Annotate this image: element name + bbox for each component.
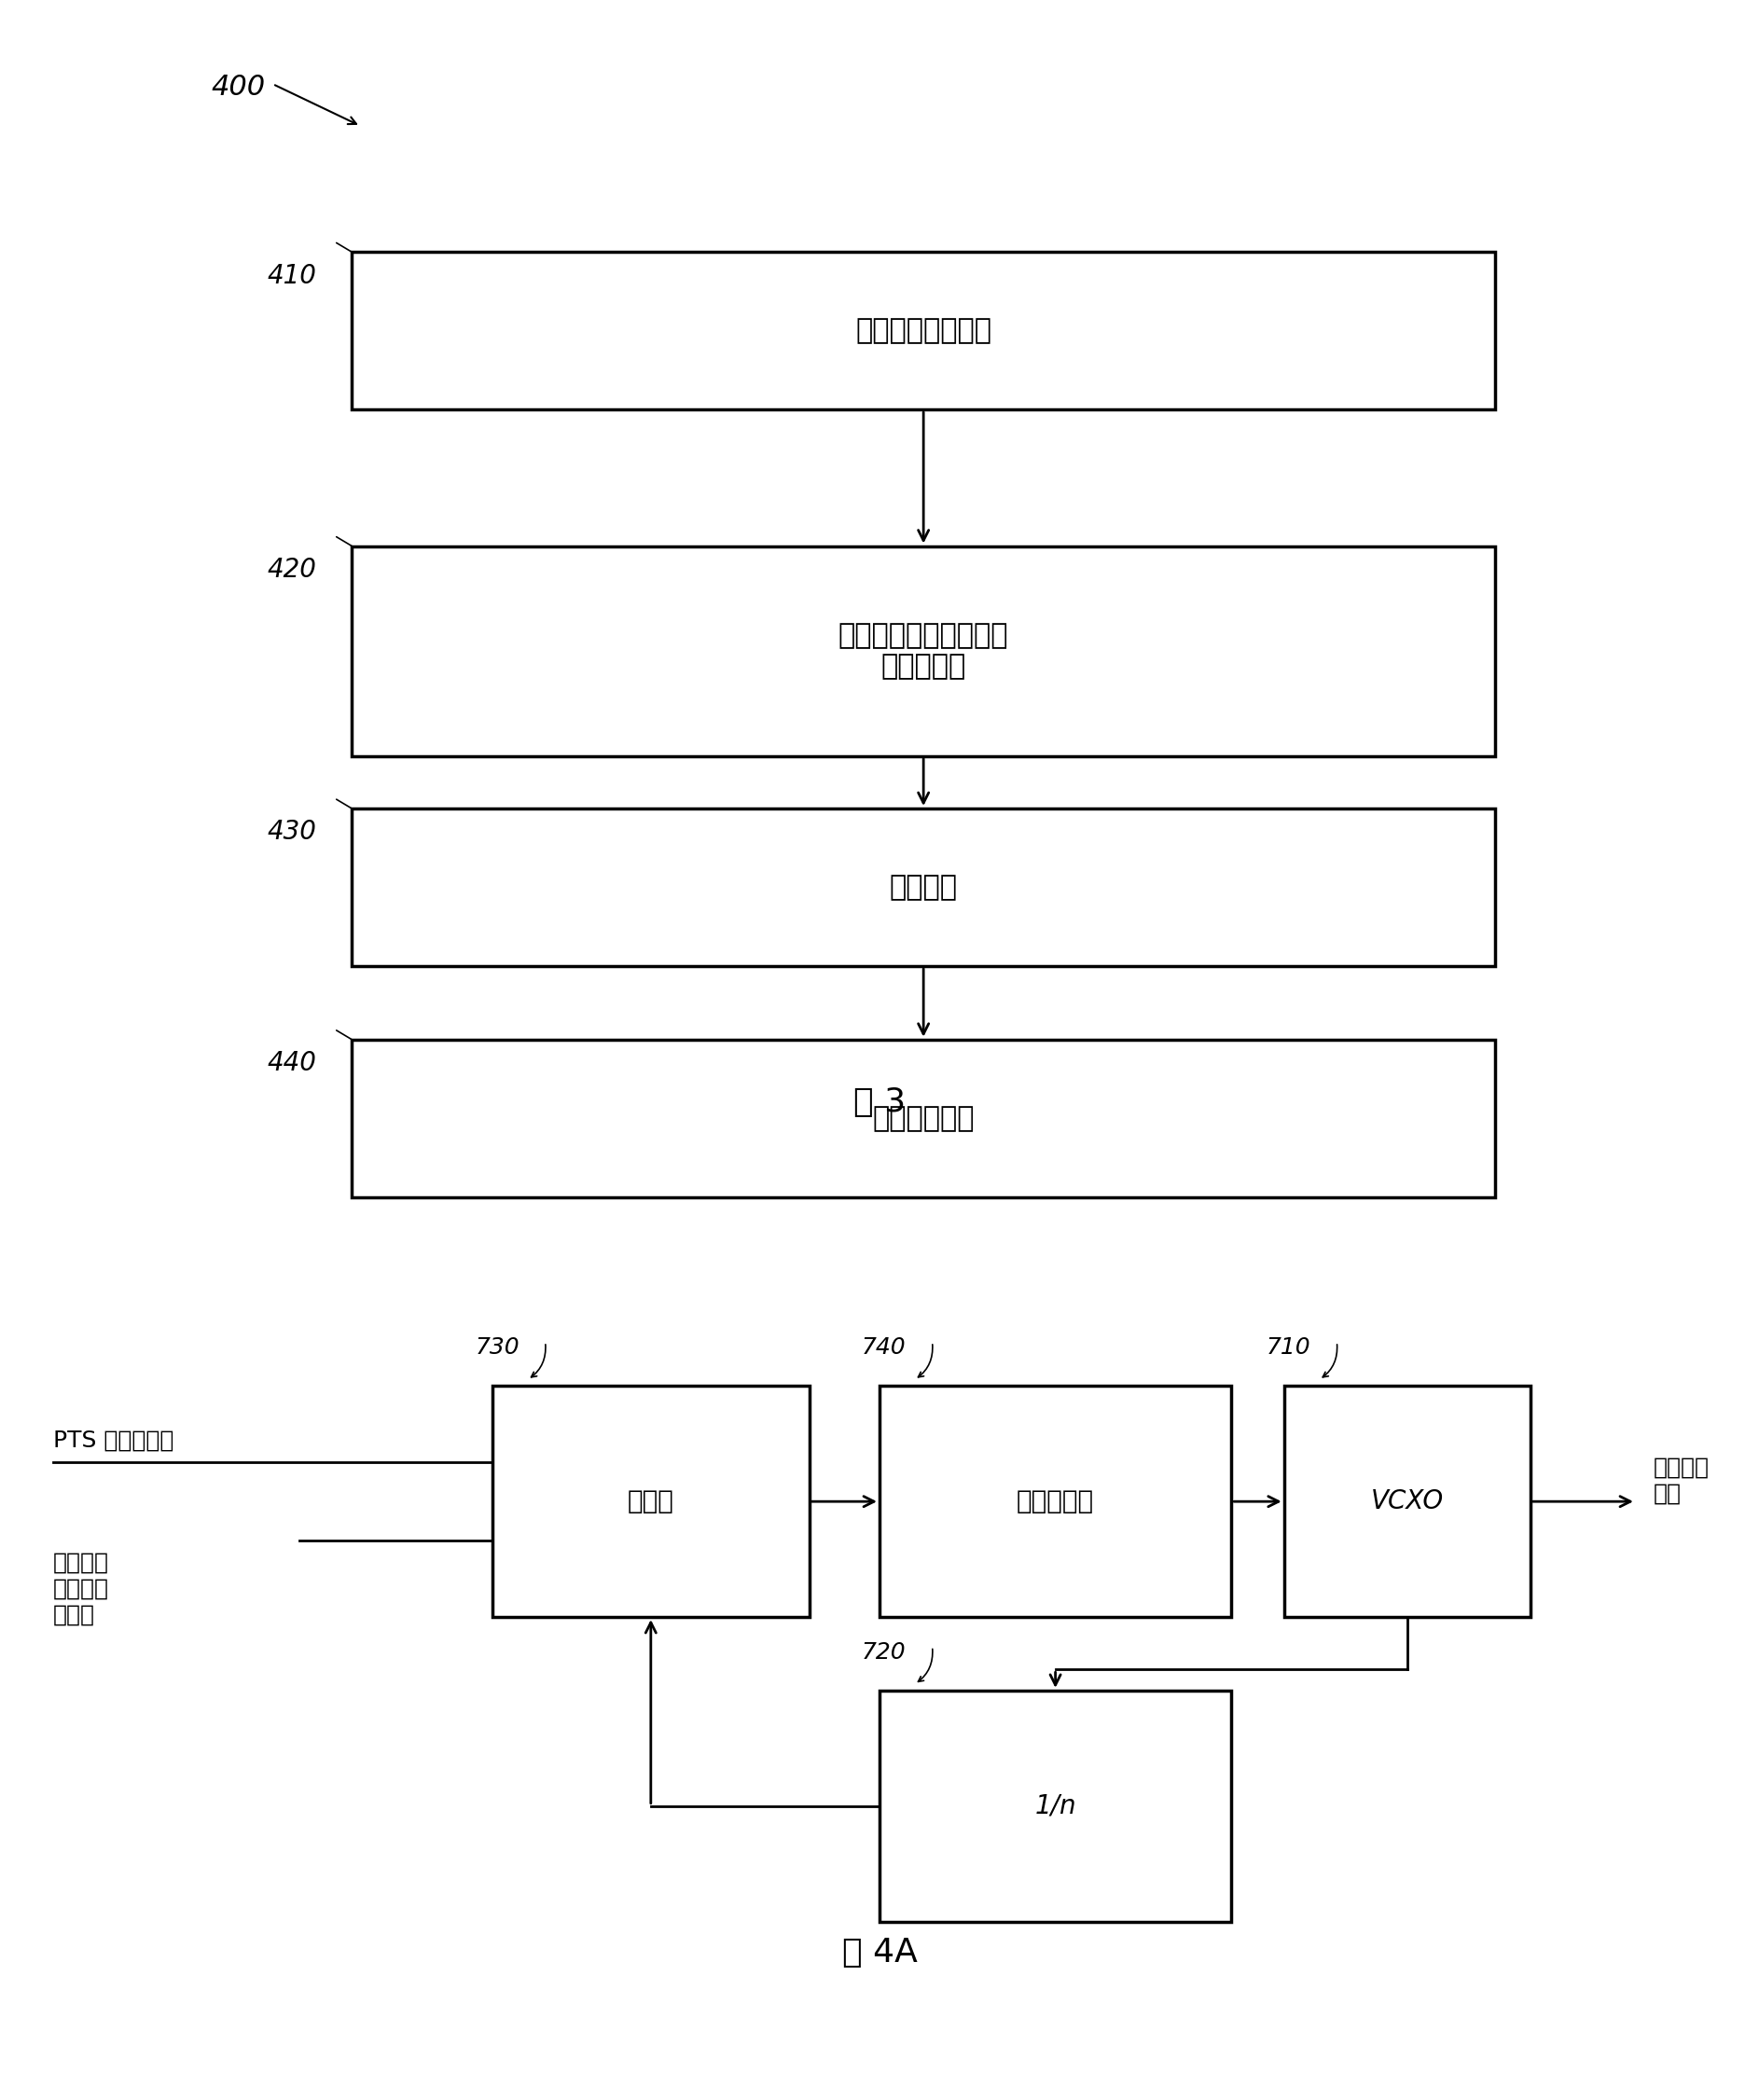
Text: 740: 740 — [862, 1336, 906, 1359]
Text: 440: 440 — [267, 1050, 317, 1075]
Text: 产生时钟: 产生时钟 — [890, 874, 957, 901]
Text: 730: 730 — [475, 1336, 519, 1359]
Text: PTS 帧开始时间: PTS 帧开始时间 — [53, 1430, 174, 1451]
Text: 分离数字帧信息和显现
时间戳信息: 分离数字帧信息和显现 时间戳信息 — [839, 622, 1008, 680]
Text: 产生模拟视频: 产生模拟视频 — [872, 1105, 974, 1132]
Text: 720: 720 — [862, 1640, 906, 1663]
Text: 图 3: 图 3 — [853, 1086, 906, 1119]
Text: 710: 710 — [1266, 1336, 1310, 1359]
FancyBboxPatch shape — [352, 808, 1495, 966]
FancyBboxPatch shape — [880, 1691, 1231, 1922]
FancyBboxPatch shape — [352, 1040, 1495, 1197]
FancyBboxPatch shape — [352, 252, 1495, 410]
Text: 回路滤波器: 回路滤波器 — [1017, 1489, 1094, 1514]
FancyBboxPatch shape — [1284, 1386, 1530, 1617]
Text: 接收数字视频信号: 接收数字视频信号 — [855, 317, 992, 344]
Text: 1/n: 1/n — [1034, 1793, 1077, 1819]
Text: 430: 430 — [267, 819, 317, 844]
Text: 显示参考
时钟: 显示参考 时钟 — [1653, 1455, 1710, 1506]
Text: VCXO: VCXO — [1370, 1489, 1444, 1514]
Text: 比较器: 比较器 — [628, 1489, 674, 1514]
FancyBboxPatch shape — [493, 1386, 809, 1617]
Text: 410: 410 — [267, 262, 317, 288]
Text: 显示参考
时钟帧开
始时间: 显示参考 时钟帧开 始时间 — [53, 1552, 109, 1625]
Text: 420: 420 — [267, 557, 317, 582]
FancyBboxPatch shape — [880, 1386, 1231, 1617]
Text: 图 4A: 图 4A — [843, 1936, 916, 1970]
FancyBboxPatch shape — [352, 546, 1495, 756]
Text: 400: 400 — [211, 74, 266, 101]
